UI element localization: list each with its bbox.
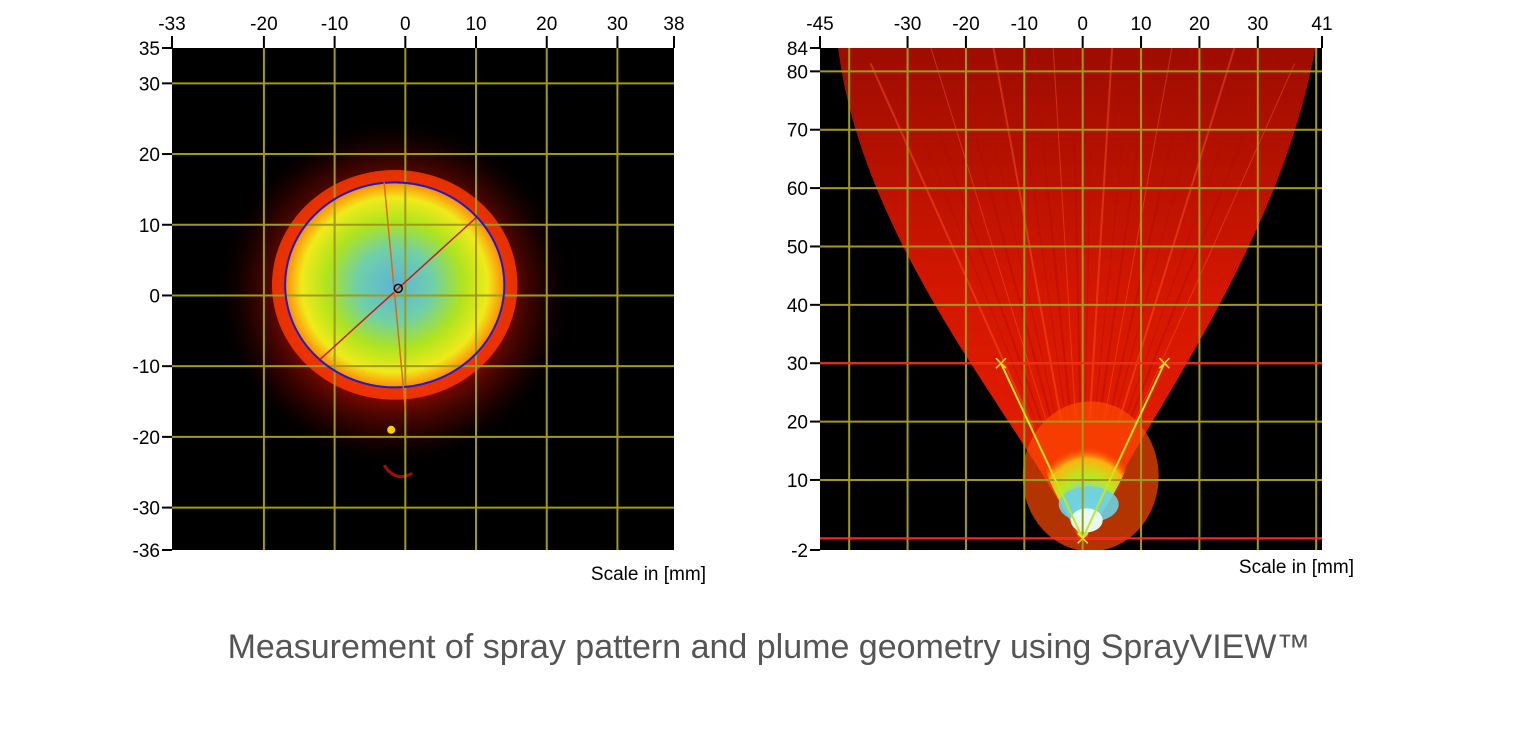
plume-vertex-marker	[1077, 532, 1089, 544]
x-tick-label: -20	[952, 14, 979, 35]
x-tick-label: -10	[1011, 14, 1038, 35]
y-tick-label: 70	[787, 121, 808, 142]
plume-streak	[1032, 48, 1072, 420]
plume-edge-left-marker	[995, 357, 1007, 369]
plume-edge-right-marker	[1158, 357, 1170, 369]
y-tick-label: 30	[139, 74, 160, 95]
plume-image	[838, 48, 1316, 550]
minor-axis-line	[383, 182, 407, 409]
plume-core	[1037, 428, 1136, 541]
y-tick-label: -30	[133, 499, 160, 520]
plume-streak	[1052, 48, 1076, 419]
x-tick-label: -30	[894, 14, 921, 35]
plume-streak	[1013, 48, 1067, 420]
major-axis-line	[319, 217, 477, 360]
plume-angle-right-line	[1081, 362, 1166, 539]
x-tick-label: 20	[536, 14, 557, 35]
y-tick-label: 30	[787, 354, 808, 375]
x-tick-label: 10	[1130, 14, 1151, 35]
stray-droplet	[387, 425, 396, 434]
y-tick-label: 60	[787, 179, 808, 200]
spray-pattern-chart: -33 -20 -10 0 10 20 30 38353020100-10-20-30-36 …	[133, 14, 706, 585]
plume-body	[838, 48, 1316, 539]
plume-geometry-grid	[820, 48, 1322, 550]
spray-pattern-scale-label: Scale in [mm]	[591, 564, 706, 585]
y-tick-label: 84	[787, 39, 809, 60]
plume-streak	[889, 55, 1039, 428]
x-tick-label: 0	[1077, 14, 1088, 35]
y-tick-label: 35	[139, 39, 160, 60]
x-tick-label: 38	[663, 14, 684, 35]
plume-streak	[1126, 55, 1277, 428]
x-tick-label: 30	[607, 14, 628, 35]
figure-caption: Measurement of spray pattern and plume g…	[227, 628, 1311, 666]
y-tick-label: -36	[133, 541, 160, 562]
plume-streak	[1117, 48, 1236, 424]
y-tick-label: -10	[133, 357, 160, 378]
x-tick-label: -33	[158, 14, 185, 35]
spray-fill	[285, 182, 505, 388]
y-tick-label: -2	[791, 541, 808, 562]
plume-streak	[1103, 48, 1173, 421]
plume-streak	[992, 48, 1063, 421]
plume-streak	[1084, 48, 1093, 419]
x-tick-label: 10	[465, 14, 486, 35]
y-tick-label: 50	[787, 237, 808, 258]
spray-boundary	[284, 181, 506, 389]
plume-streaks	[869, 48, 1296, 430]
y-tick-label: 40	[787, 296, 808, 317]
y-tick-label: -20	[133, 428, 160, 449]
y-tick-label: 20	[787, 413, 808, 434]
plume-geometry-scale-label: Scale in [mm]	[1239, 557, 1354, 578]
plume-streak	[1107, 48, 1194, 422]
y-tick-label: 10	[787, 471, 808, 492]
x-tick-label: 20	[1189, 14, 1210, 35]
plume-geometry-overlay	[820, 357, 1322, 544]
x-tick-label: 41	[1311, 14, 1332, 35]
y-tick-label: 10	[139, 216, 160, 237]
x-tick-label: 30	[1247, 14, 1268, 35]
y-tick-label: 80	[787, 62, 808, 83]
plume-angle-left-line	[1000, 362, 1084, 539]
x-tick-label: -20	[250, 14, 277, 35]
spray-pattern-overlay	[284, 181, 506, 409]
plume-streak	[1088, 48, 1114, 419]
x-tick-label: 0	[400, 14, 411, 35]
plume-streak	[1094, 48, 1133, 419]
x-tick-label: -45	[806, 14, 833, 35]
plume-streak	[1071, 48, 1082, 419]
x-tick-label: -10	[321, 14, 348, 35]
spray-pattern-grid	[172, 48, 674, 550]
stray-streak	[382, 464, 413, 479]
y-tick-label: 0	[149, 286, 160, 307]
center-of-mass-marker	[393, 283, 404, 294]
plume-streak	[930, 48, 1048, 424]
plume-streak	[1098, 48, 1153, 420]
spray-pattern-axes: -33 -20 -10 0 10 20 30 38 35 30 20 10 0 -10 -20 -30 -36	[133, 14, 685, 562]
plume-streak	[972, 48, 1057, 422]
y-tick-label: 20	[139, 145, 160, 166]
